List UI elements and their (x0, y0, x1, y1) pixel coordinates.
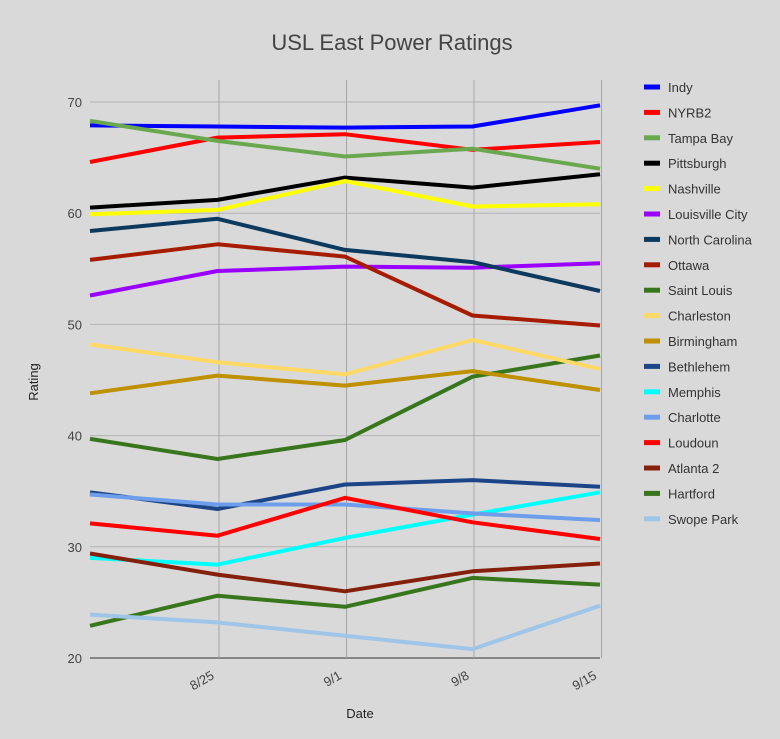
legend-label: Tampa Bay (668, 131, 734, 146)
series-line-birmingham (89, 369, 601, 396)
legend-label: Loudoun (668, 436, 719, 451)
legend-label: Louisville City (668, 207, 748, 222)
legend-label: Nashville (668, 182, 721, 197)
legend-label: Pittsburgh (668, 156, 727, 171)
series-line-nyrb2 (89, 132, 601, 164)
legend-label: Ottawa (668, 258, 710, 273)
y-axis-label: Rating (26, 363, 41, 401)
series-line-charlotte (89, 492, 601, 523)
series-line-pittsburgh (89, 172, 601, 210)
series-line-loudoun (89, 495, 601, 541)
chart-title: USL East Power Ratings (271, 30, 512, 55)
legend-label: Indy (668, 80, 693, 95)
x-axis-label: Date (346, 706, 373, 721)
y-tick-label: 70 (68, 95, 82, 110)
series-line-indy (89, 103, 601, 130)
legend-label: Birmingham (668, 334, 737, 349)
series-line-ottawa (89, 242, 601, 328)
series-line-north-carolina (89, 216, 601, 293)
series-line-saint-louis (89, 353, 601, 461)
series-line-tampa-bay (89, 118, 601, 171)
series-line-hartford (89, 575, 601, 628)
series-line-memphis (89, 490, 601, 567)
series-line-swope-park (89, 603, 601, 652)
series-line-atlanta-2 (89, 551, 601, 594)
legend-label: NYRB2 (668, 105, 711, 120)
legend-label: Saint Louis (668, 283, 733, 298)
series-lines (89, 103, 601, 652)
gridlines (90, 80, 602, 659)
legend-label: Charlotte (668, 410, 721, 425)
y-tick-label: 60 (68, 206, 82, 221)
series-line-louisville-city (89, 261, 601, 298)
y-tick-label: 20 (68, 651, 82, 666)
y-tick-label: 40 (68, 429, 82, 444)
series-line-charleston (89, 338, 601, 377)
legend-label: Atlanta 2 (668, 461, 719, 476)
y-tick-label: 50 (68, 317, 82, 332)
y-axis-ticks: 20 30 40 50 60 70 (68, 95, 82, 666)
series-line-bethlehem (89, 478, 601, 511)
legend-label: North Carolina (668, 232, 753, 247)
y-tick-label: 30 (68, 540, 82, 555)
legend-label: Charleston (668, 309, 731, 324)
series-line-nashville (89, 179, 601, 217)
legend: Indy NYRB2 Tampa Bay Pittsburgh Nashville Lou… (644, 80, 753, 527)
legend-label: Hartford (668, 486, 715, 501)
legend-label: Memphis (668, 385, 721, 400)
legend-label: Bethlehem (668, 359, 730, 374)
legend-label: Swope Park (668, 512, 739, 527)
